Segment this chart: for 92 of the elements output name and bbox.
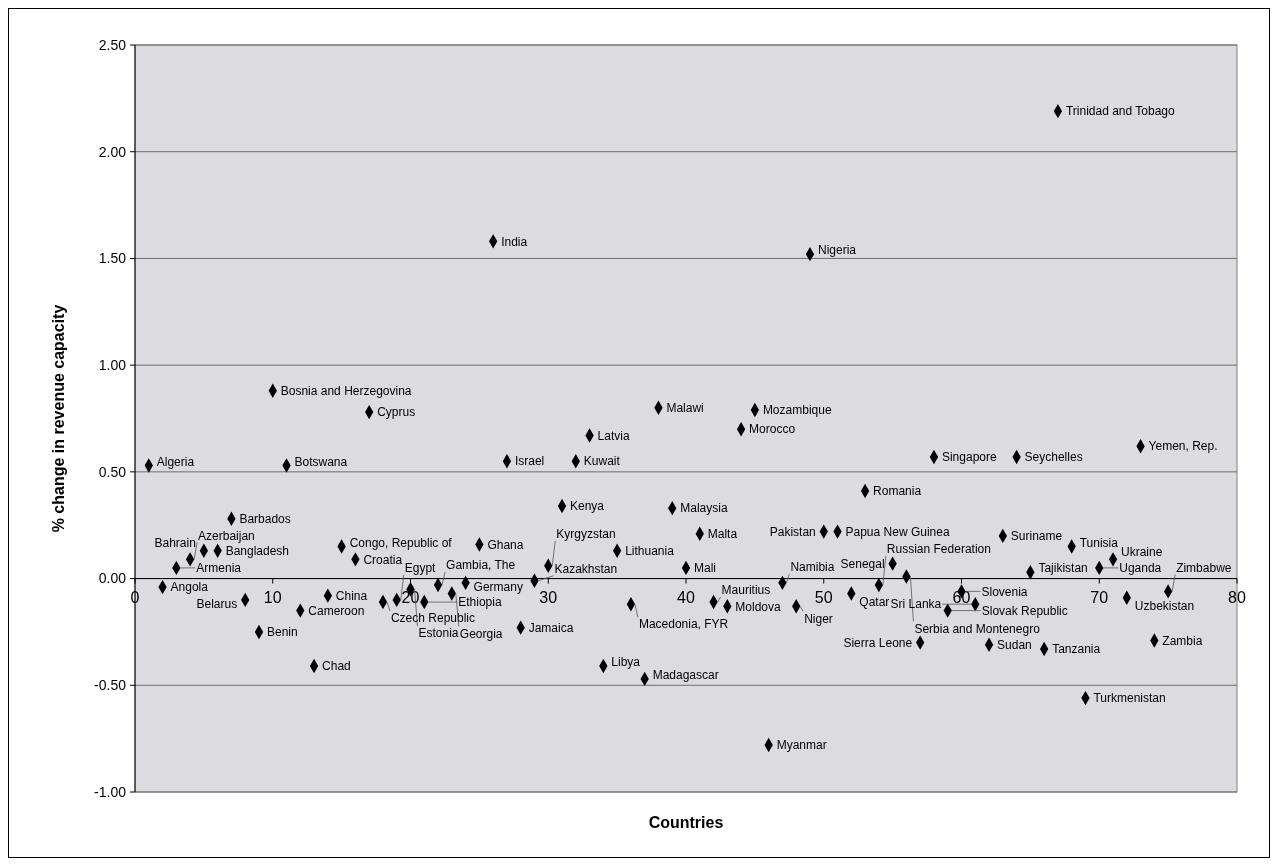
annotation: Malawi xyxy=(666,401,704,416)
annotation: Singapore xyxy=(941,450,997,465)
x-tick-label: 80 xyxy=(1228,588,1246,606)
y-tick-label: 0.50 xyxy=(98,463,127,480)
annotation: Papua New Guinea xyxy=(845,524,950,539)
annotation: Latvia xyxy=(597,428,630,443)
annotation: Sierra Leone xyxy=(843,635,913,650)
annotation: Belarus xyxy=(196,597,238,612)
annotation: Sri Lanka xyxy=(890,597,942,612)
annotation: Lithuania xyxy=(625,544,675,559)
annotation: Azerbaijan xyxy=(198,528,255,543)
y-tick-label: 0.00 xyxy=(98,570,127,587)
x-tick-label: 20 xyxy=(401,588,420,606)
annotation: Benin xyxy=(266,625,298,640)
annotation: Namibia xyxy=(790,560,835,575)
annotation: Senegal xyxy=(840,556,885,571)
annotation: Estonia xyxy=(418,626,459,641)
annotation: Mozambique xyxy=(762,403,832,418)
annotation: Myanmar xyxy=(776,738,827,753)
annotation: Germany xyxy=(473,580,523,595)
y-tick-label: 2.50 xyxy=(98,36,127,53)
annotation: India xyxy=(501,234,528,249)
annotation: Ethiopia xyxy=(458,595,502,610)
x-tick-label: 40 xyxy=(677,588,695,606)
y-tick-label: 2.00 xyxy=(98,143,127,160)
annotation: Egypt xyxy=(404,561,437,576)
annotation: Mauritius xyxy=(721,583,771,598)
x-tick-label: 10 xyxy=(263,588,282,606)
annotation: Armenia xyxy=(196,561,242,576)
annotation: Angola xyxy=(170,580,209,595)
annotation: Yemen, Rep. xyxy=(1148,439,1218,454)
annotation: China xyxy=(335,588,368,603)
annotation: Czech Republic xyxy=(390,611,475,626)
annotation: Serbia and Montenegro xyxy=(914,621,1041,636)
annotation: Pakistan xyxy=(769,524,816,539)
annotation: Romania xyxy=(873,484,922,499)
annotation: Moldova xyxy=(735,599,782,614)
annotation: Slovenia xyxy=(981,584,1028,599)
annotation: Croatia xyxy=(363,552,403,567)
annotation: Bangladesh xyxy=(225,544,290,559)
annotation: Zimbabwe xyxy=(1176,560,1232,575)
annotation: Jamaica xyxy=(528,620,574,635)
annotation: Uzbekistan xyxy=(1134,598,1195,613)
x-tick-label: 30 xyxy=(539,588,558,606)
annotation: Uganda xyxy=(1119,561,1162,576)
annotation: Zambia xyxy=(1162,633,1203,648)
annotation: Kazakhstan xyxy=(554,561,618,576)
annotation: Libya xyxy=(611,655,641,670)
annotation: Cyprus xyxy=(377,405,416,420)
y-tick-label: 1.00 xyxy=(98,357,127,374)
annotation: Barbados xyxy=(239,512,291,527)
annotation: Malta xyxy=(707,526,738,541)
annotation: Kenya xyxy=(570,499,605,514)
annotation: Israel xyxy=(514,454,545,469)
annotation: Botswana xyxy=(294,454,348,469)
annotation: Gambia, The xyxy=(446,558,516,573)
annotation: Sudan xyxy=(997,637,1032,652)
annotation: Slovak Republic xyxy=(981,603,1068,618)
annotation: Georgia xyxy=(459,626,503,641)
annotation: Kuwait xyxy=(583,454,621,469)
annotation: Russian Federation xyxy=(886,542,991,557)
annotation: Niger xyxy=(804,611,833,626)
annotation: Tanzania xyxy=(1052,642,1101,657)
annotation: Qatar xyxy=(859,594,890,609)
y-tick-label: -1.00 xyxy=(94,783,127,800)
annotation: Cameroon xyxy=(308,603,365,618)
annotation: Suriname xyxy=(1010,529,1063,544)
y-axis-title: % change in revenue capacity xyxy=(50,304,67,533)
annotation: Trinidad and Tobago xyxy=(1065,104,1175,119)
y-tick-label: 1.50 xyxy=(98,250,127,267)
annotation: Mali xyxy=(694,561,717,576)
annotation: Madagascar xyxy=(652,668,719,683)
annotation: Tunisia xyxy=(1079,535,1119,550)
annotation: Ukraine xyxy=(1121,544,1163,559)
annotation: Malaysia xyxy=(680,501,728,516)
annotation: Turkmenistan xyxy=(1093,691,1166,706)
annotation: Tajikistan xyxy=(1038,561,1088,576)
x-axis-title: Countries xyxy=(648,814,724,831)
annotation: Bahrain xyxy=(154,536,196,551)
annotation: Kyrgyzstan xyxy=(556,526,616,541)
annotation: Seychelles xyxy=(1024,450,1083,465)
annotation: Chad xyxy=(322,659,351,674)
annotation: Macedonia, FYR xyxy=(638,617,729,632)
x-tick-label: 70 xyxy=(1090,588,1109,606)
annotation: Morocco xyxy=(749,422,796,437)
annotation: Nigeria xyxy=(817,243,857,258)
annotation: Congo, Republic of xyxy=(349,535,453,550)
annotation: Ghana xyxy=(487,537,524,552)
annotation: Algeria xyxy=(156,454,195,469)
annotation: Bosnia and Herzegovina xyxy=(280,383,412,398)
x-tick-label: 50 xyxy=(814,588,833,606)
y-tick-label: -0.50 xyxy=(94,677,127,694)
